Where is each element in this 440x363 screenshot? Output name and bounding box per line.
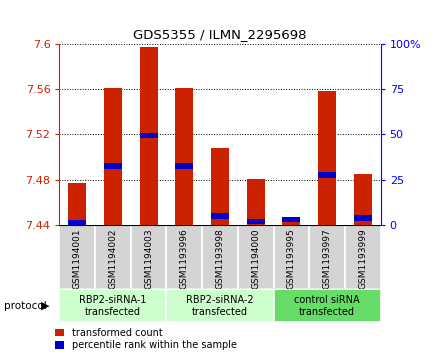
Bar bbox=[139, 132, 158, 138]
Text: ▶: ▶ bbox=[40, 301, 49, 311]
Bar bbox=[95, 225, 131, 289]
Bar bbox=[131, 225, 166, 289]
Bar bbox=[166, 225, 202, 289]
Text: RBP2-siRNA-1
transfected: RBP2-siRNA-1 transfected bbox=[79, 295, 147, 317]
Text: GSM1193997: GSM1193997 bbox=[323, 228, 332, 289]
Text: GSM1193998: GSM1193998 bbox=[216, 228, 224, 289]
Text: GSM1194000: GSM1194000 bbox=[251, 228, 260, 289]
Bar bbox=[166, 289, 274, 322]
Bar bbox=[247, 219, 264, 224]
Bar bbox=[68, 183, 86, 225]
Bar bbox=[139, 47, 158, 225]
Bar bbox=[318, 91, 336, 225]
Bar bbox=[104, 163, 122, 169]
Title: GDS5355 / ILMN_2295698: GDS5355 / ILMN_2295698 bbox=[133, 28, 307, 41]
Bar bbox=[274, 225, 309, 289]
Bar bbox=[211, 213, 229, 219]
Bar bbox=[211, 148, 229, 225]
Bar bbox=[202, 225, 238, 289]
Text: protocol: protocol bbox=[4, 301, 47, 311]
Text: GSM1193999: GSM1193999 bbox=[358, 228, 367, 289]
Bar bbox=[282, 217, 300, 225]
Text: GSM1193995: GSM1193995 bbox=[287, 228, 296, 289]
Bar bbox=[176, 163, 193, 169]
Bar bbox=[274, 289, 381, 322]
Bar bbox=[68, 220, 86, 226]
Text: GSM1194001: GSM1194001 bbox=[73, 228, 82, 289]
Bar bbox=[354, 215, 372, 221]
Bar bbox=[176, 88, 193, 225]
Bar bbox=[59, 225, 95, 289]
Text: GSM1194002: GSM1194002 bbox=[108, 228, 117, 289]
Bar bbox=[318, 172, 336, 178]
Bar bbox=[104, 88, 122, 225]
Bar bbox=[354, 174, 372, 225]
Bar bbox=[282, 217, 300, 222]
Text: GSM1193996: GSM1193996 bbox=[180, 228, 189, 289]
Text: RBP2-siRNA-2
transfected: RBP2-siRNA-2 transfected bbox=[186, 295, 254, 317]
Text: GSM1194003: GSM1194003 bbox=[144, 228, 153, 289]
Legend: transformed count, percentile rank within the sample: transformed count, percentile rank withi… bbox=[55, 328, 237, 350]
Bar bbox=[247, 179, 264, 225]
Bar bbox=[59, 289, 166, 322]
Bar bbox=[238, 225, 274, 289]
Bar bbox=[309, 225, 345, 289]
Bar bbox=[345, 225, 381, 289]
Text: control siRNA
transfected: control siRNA transfected bbox=[294, 295, 360, 317]
